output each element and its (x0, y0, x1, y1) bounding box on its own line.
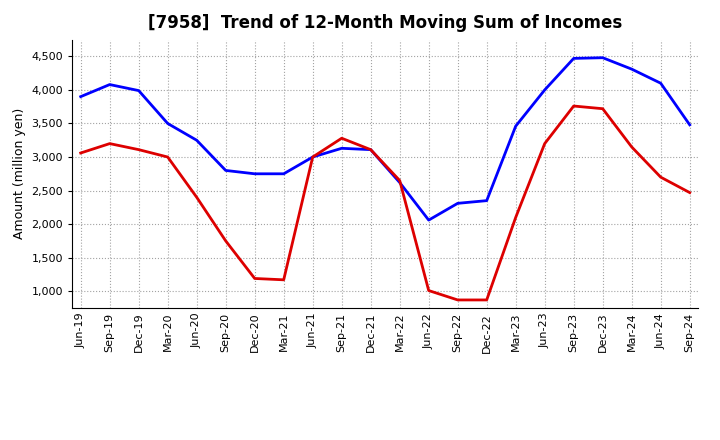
Net Income (338, 136, 346, 141)
Line: Net Income: Net Income (81, 106, 690, 300)
Ordinary Income (192, 138, 201, 143)
Ordinary Income (627, 66, 636, 72)
Net Income (511, 215, 520, 220)
Net Income (395, 178, 404, 183)
Net Income (570, 103, 578, 109)
Ordinary Income (366, 147, 375, 152)
Ordinary Income (308, 154, 317, 160)
Net Income (279, 277, 288, 282)
Net Income (76, 150, 85, 156)
Net Income (685, 190, 694, 195)
Net Income (221, 238, 230, 244)
Net Income (627, 144, 636, 150)
Net Income (482, 297, 491, 303)
Net Income (105, 141, 114, 146)
Ordinary Income (338, 146, 346, 151)
Ordinary Income (395, 180, 404, 185)
Net Income (454, 297, 462, 303)
Line: Ordinary Income: Ordinary Income (81, 58, 690, 220)
Net Income (424, 288, 433, 293)
Ordinary Income (657, 81, 665, 86)
Ordinary Income (76, 94, 85, 99)
Ordinary Income (251, 171, 259, 176)
Ordinary Income (163, 121, 172, 126)
Net Income (541, 141, 549, 146)
Ordinary Income (221, 168, 230, 173)
Ordinary Income (279, 171, 288, 176)
Net Income (308, 154, 317, 160)
Net Income (366, 147, 375, 152)
Y-axis label: Amount (million yen): Amount (million yen) (13, 108, 26, 239)
Ordinary Income (424, 217, 433, 223)
Title: [7958]  Trend of 12-Month Moving Sum of Incomes: [7958] Trend of 12-Month Moving Sum of I… (148, 15, 622, 33)
Ordinary Income (511, 124, 520, 129)
Net Income (598, 106, 607, 111)
Ordinary Income (454, 201, 462, 206)
Ordinary Income (105, 82, 114, 87)
Ordinary Income (570, 56, 578, 61)
Net Income (251, 276, 259, 281)
Ordinary Income (541, 87, 549, 92)
Net Income (192, 194, 201, 200)
Net Income (163, 154, 172, 160)
Ordinary Income (482, 198, 491, 203)
Net Income (135, 147, 143, 152)
Ordinary Income (135, 88, 143, 93)
Ordinary Income (598, 55, 607, 60)
Net Income (657, 175, 665, 180)
Ordinary Income (685, 122, 694, 128)
